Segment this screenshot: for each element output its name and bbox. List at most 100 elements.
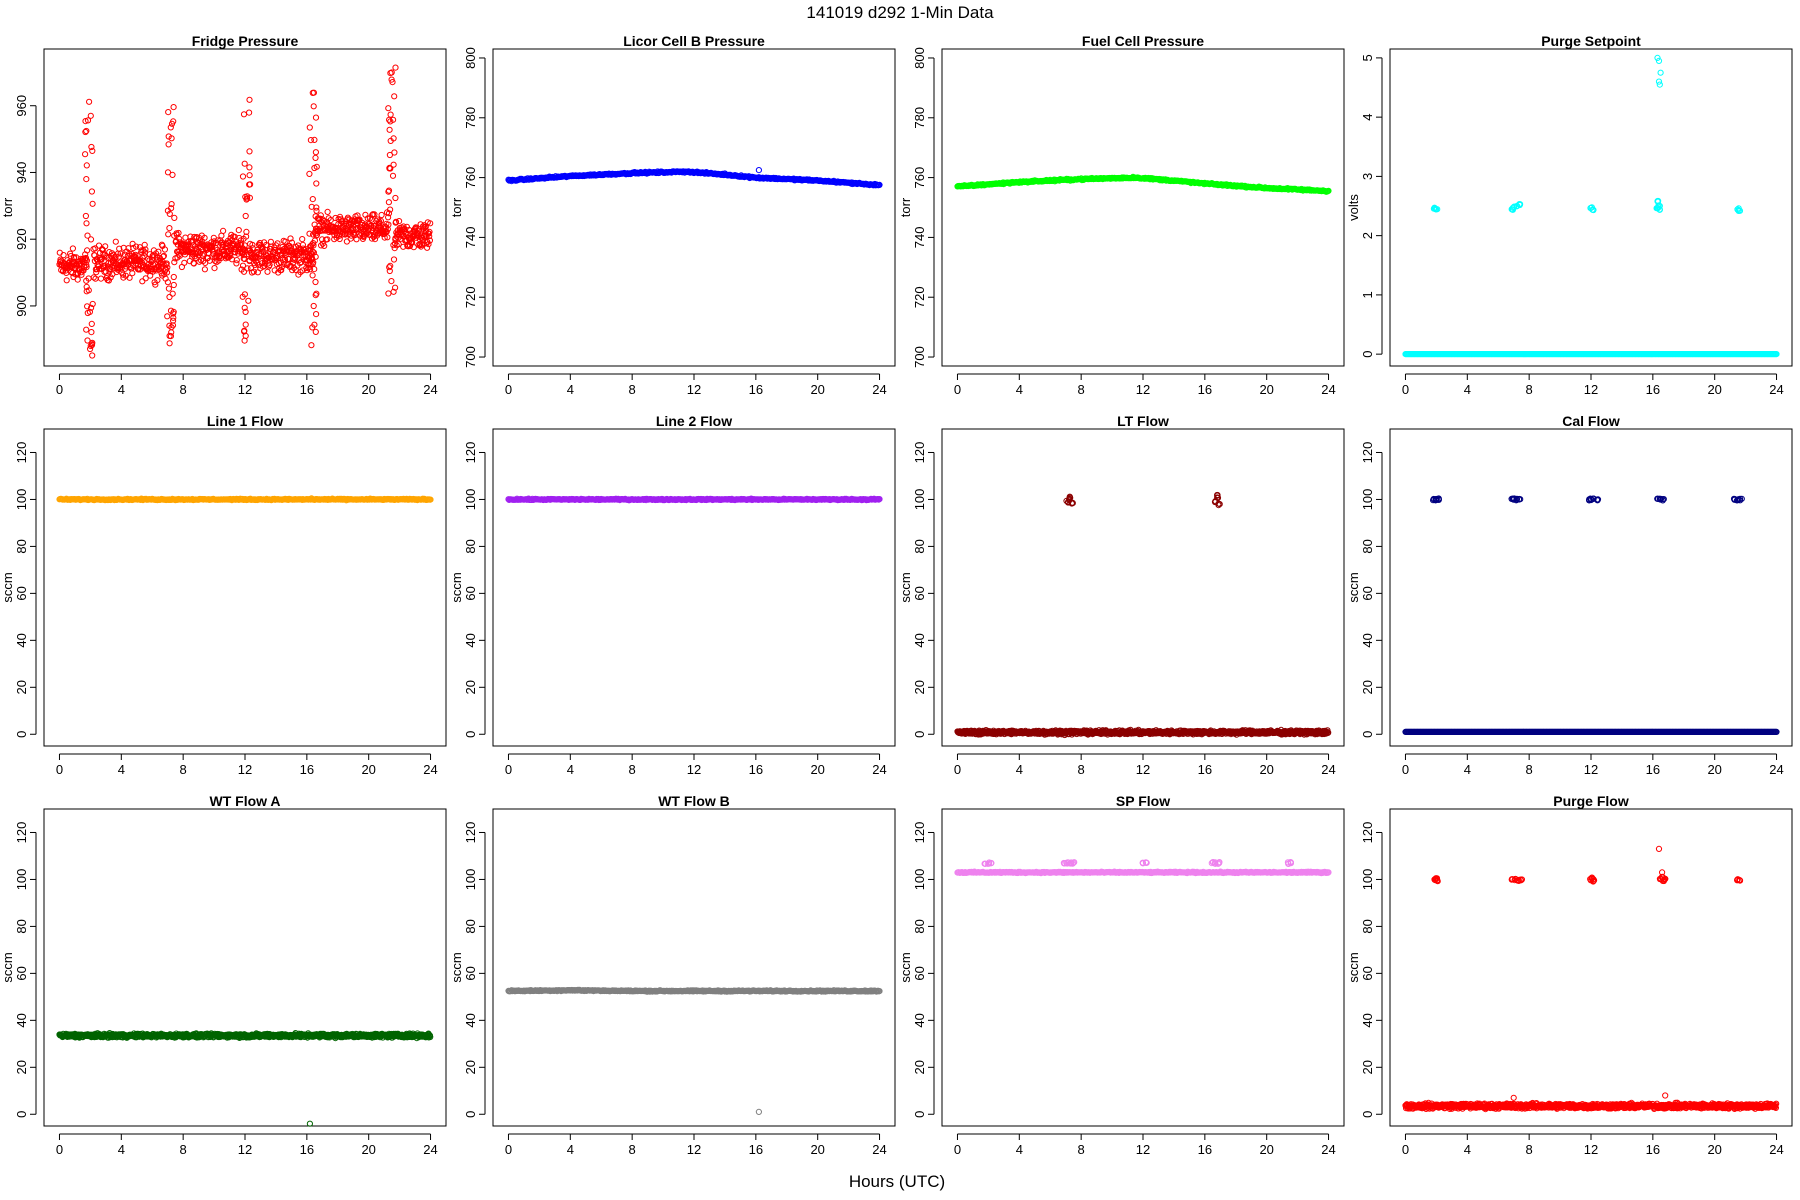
y-tick-label: 800 <box>912 47 927 69</box>
data-point <box>89 339 96 346</box>
plot-frame <box>43 428 447 747</box>
data-point <box>89 300 96 308</box>
data-point <box>82 128 89 136</box>
data-point <box>88 143 95 151</box>
data-point <box>313 311 320 318</box>
data-point <box>306 170 313 177</box>
data-point <box>309 196 316 203</box>
data-point <box>83 220 90 227</box>
data-point <box>139 254 146 261</box>
x-tick-label: 24 <box>1321 762 1335 777</box>
x-tick-label: 0 <box>56 762 63 777</box>
data-point <box>171 232 178 239</box>
data-point <box>266 261 273 269</box>
x-tick-label: 12 <box>687 382 701 397</box>
data-point <box>169 171 176 178</box>
data-point <box>321 242 328 249</box>
x-tick-label: 20 <box>361 382 375 397</box>
data-point <box>240 111 248 118</box>
data-point <box>171 259 178 266</box>
data-point <box>344 214 351 221</box>
data-point <box>84 232 91 239</box>
x-tick-label: 16 <box>749 382 763 397</box>
x-tick-label: 4 <box>118 762 125 777</box>
x-tick-label: 0 <box>505 762 512 777</box>
data-point <box>391 245 398 252</box>
data-point <box>170 273 177 281</box>
panel-title: Line 2 Flow <box>656 413 732 429</box>
figure-title: 141019 d292 1-Min Data <box>806 3 994 22</box>
y-tick-label: 80 <box>14 539 29 553</box>
data-point <box>74 276 81 283</box>
data-point <box>247 240 254 247</box>
data-point <box>310 302 317 310</box>
x-tick-label: 8 <box>180 382 187 397</box>
data-point <box>308 203 315 210</box>
data-point <box>388 69 395 76</box>
x-tick-label: 16 <box>749 762 763 777</box>
data-point <box>166 340 173 347</box>
data-point <box>235 227 242 234</box>
data-point <box>250 268 257 275</box>
x-tick-label: 16 <box>300 762 314 777</box>
data-point <box>82 212 90 220</box>
data-point <box>385 210 393 217</box>
data-point <box>240 252 248 259</box>
data-point <box>166 225 173 232</box>
data-point <box>378 211 385 219</box>
data-point <box>175 229 182 237</box>
data-point <box>201 234 208 241</box>
data-point <box>302 246 310 253</box>
data-point <box>347 235 354 242</box>
data-point <box>240 255 247 262</box>
y-tick-label: 20 <box>463 680 478 694</box>
data-point <box>83 326 90 333</box>
data-point <box>390 288 397 295</box>
x-tick-label: 12 <box>238 382 252 397</box>
x-tick-label: 20 <box>810 382 824 397</box>
x-tick-label: 12 <box>687 762 701 777</box>
data-point <box>385 199 392 206</box>
data-point <box>313 180 320 187</box>
data-point <box>233 260 240 267</box>
x-tick-label: 24 <box>1321 382 1335 397</box>
y-axis-title: sccm <box>449 572 464 602</box>
data-point <box>307 137 314 144</box>
data-point <box>311 164 318 172</box>
x-tick-label: 4 <box>567 762 574 777</box>
y-tick-label: 60 <box>463 586 478 600</box>
y-tick-label: 4 <box>1360 114 1375 121</box>
data-point <box>385 105 392 112</box>
data-point <box>67 253 74 260</box>
y-tick-label: 760 <box>463 167 478 189</box>
x-tick-label: 24 <box>1769 382 1783 397</box>
data-point <box>133 243 140 250</box>
data-point <box>107 274 114 281</box>
data-point <box>324 236 331 243</box>
data-point <box>165 285 172 292</box>
data-point <box>310 231 317 238</box>
data-point <box>242 321 249 328</box>
data-point <box>309 248 316 255</box>
x-tick-label: 20 <box>1707 382 1721 397</box>
panel-title: Line 1 Flow <box>207 413 283 429</box>
data-point <box>167 124 174 131</box>
data-point <box>396 218 403 225</box>
data-point <box>278 267 285 274</box>
x-tick-label: 24 <box>423 382 437 397</box>
data-point <box>211 265 218 272</box>
data-point <box>101 263 108 270</box>
data-point <box>84 303 91 310</box>
data-point <box>384 226 391 233</box>
data-point <box>246 148 253 155</box>
data-point <box>165 231 172 238</box>
panel-title: Fuel Cell Pressure <box>1082 33 1204 49</box>
y-tick-label: 960 <box>14 95 29 117</box>
data-point <box>288 239 295 246</box>
data-point <box>69 245 77 252</box>
